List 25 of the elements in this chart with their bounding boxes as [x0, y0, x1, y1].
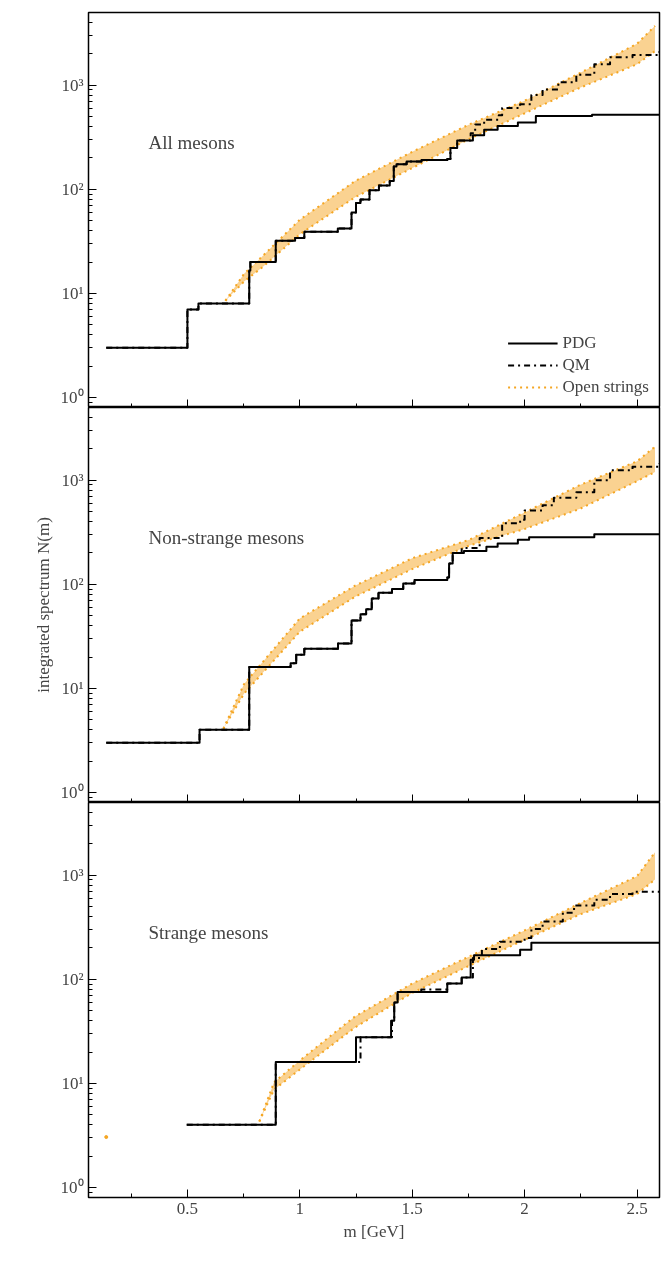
y-tick-label: 10³ — [61, 470, 84, 490]
x-tick-label: 1.5 — [401, 1198, 423, 1218]
y-tick-label: 10¹ — [61, 678, 84, 698]
y-tick-label: 10¹ — [61, 283, 84, 303]
y-tick-label: 10³ — [61, 865, 84, 885]
legend-label: PDG — [562, 333, 597, 353]
y-tick-label: 10⁰ — [60, 782, 84, 802]
x-tick-label: 0.5 — [176, 1198, 199, 1218]
legend-label: Open strings — [562, 377, 649, 397]
y-tick-label: 10² — [61, 969, 84, 989]
legend-label: QM — [562, 355, 590, 375]
x-tick-label: 2 — [520, 1198, 529, 1218]
y-tick-label: 10⁰ — [60, 387, 84, 407]
y-tick-label: 10⁰ — [60, 1177, 84, 1197]
annotation: Strange mesons — [148, 921, 269, 943]
x-tick-label: 2.5 — [626, 1198, 648, 1218]
annotation: All mesons — [148, 131, 235, 153]
y-tick-label: 10² — [61, 179, 84, 199]
y-tick-label: 10³ — [61, 75, 84, 95]
x-tick-label: 1 — [295, 1198, 305, 1218]
y-axis-title: integrated spectrum N(m) — [33, 517, 53, 693]
y-tick-label: 10¹ — [61, 1073, 84, 1093]
annotation: Non-strange mesons — [148, 526, 305, 548]
y-tick-label: 10² — [61, 574, 84, 594]
x-axis-title: m [GeV] — [343, 1221, 405, 1241]
